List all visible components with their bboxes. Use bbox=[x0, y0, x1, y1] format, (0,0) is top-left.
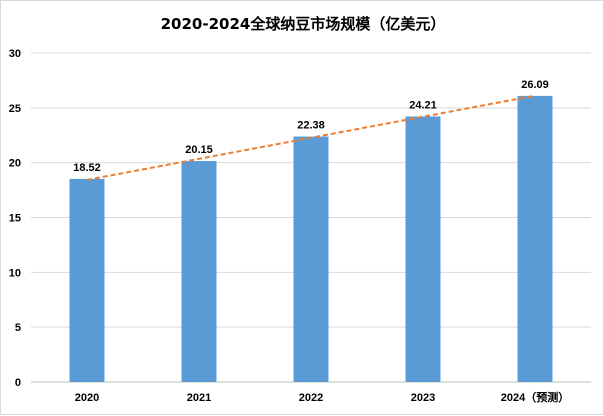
y-tick-label: 10 bbox=[9, 267, 21, 279]
data-label: 26.09 bbox=[521, 79, 549, 91]
y-tick-label: 5 bbox=[15, 322, 21, 334]
y-tick-label: 20 bbox=[9, 158, 21, 170]
x-tick-label: 2023 bbox=[411, 392, 435, 404]
trendline bbox=[86, 94, 536, 181]
x-tick-label: 2020 bbox=[75, 392, 99, 404]
bar-2022 bbox=[293, 136, 329, 382]
data-label: 20.15 bbox=[185, 144, 213, 156]
data-label: 22.38 bbox=[297, 120, 325, 132]
y-tick-label: 25 bbox=[9, 103, 21, 115]
y-tick-label: 0 bbox=[15, 377, 21, 389]
y-tick-label: 15 bbox=[9, 213, 21, 225]
y-tick-label: 30 bbox=[9, 48, 21, 60]
x-tick-label: 2021 bbox=[187, 392, 211, 404]
data-label: 24.21 bbox=[409, 99, 437, 111]
data-label: 18.52 bbox=[73, 162, 101, 174]
bar-2024（预测） bbox=[517, 95, 553, 382]
bar-2020 bbox=[69, 178, 105, 382]
x-tick-label: 2022 bbox=[299, 392, 323, 404]
chart-title: 2020-2024全球纳豆市场规模（亿美元） bbox=[161, 15, 446, 33]
bar-2023 bbox=[405, 116, 441, 382]
x-tick-label: 2024（预测） bbox=[501, 390, 569, 404]
bar-2021 bbox=[181, 161, 217, 382]
